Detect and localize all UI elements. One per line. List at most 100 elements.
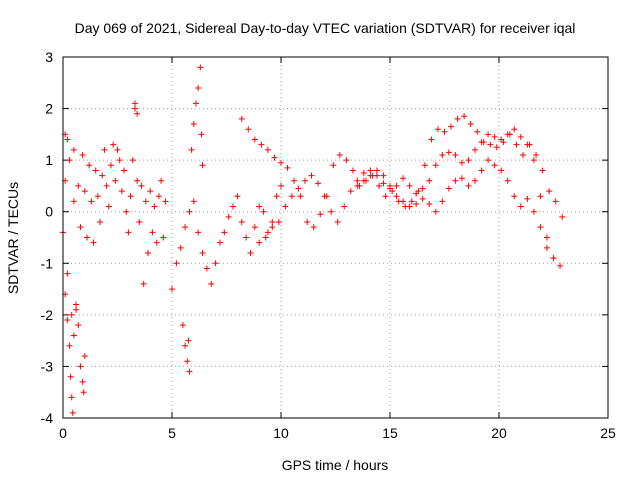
data-point	[439, 198, 446, 205]
data-point	[136, 219, 143, 226]
data-point	[70, 146, 77, 153]
data-point	[421, 162, 428, 169]
data-point	[406, 203, 413, 210]
data-point	[336, 151, 343, 158]
data-point	[116, 157, 123, 164]
data-point	[190, 198, 197, 205]
data-point	[485, 157, 492, 164]
data-point	[543, 244, 550, 251]
data-point	[373, 172, 380, 179]
data-point	[169, 286, 175, 293]
data-point	[134, 110, 141, 117]
data-point	[400, 198, 407, 205]
data-point	[461, 113, 468, 120]
data-point	[251, 224, 258, 231]
data-point	[256, 203, 263, 210]
data-point	[127, 193, 134, 200]
data-point	[131, 100, 138, 107]
data-point	[533, 151, 540, 158]
y-axis-label: SDTVAR / TECUs	[5, 182, 21, 294]
data-point	[134, 177, 141, 184]
x-tick-label: 25	[600, 425, 616, 441]
data-point	[465, 182, 472, 189]
data-point	[328, 208, 335, 215]
data-point	[511, 193, 518, 200]
data-point	[208, 280, 215, 287]
data-point	[75, 322, 82, 329]
data-point	[373, 167, 380, 174]
data-point	[347, 188, 354, 195]
data-point	[367, 167, 374, 174]
data-point	[439, 151, 446, 158]
data-point	[151, 203, 158, 210]
data-point	[138, 182, 145, 189]
data-point	[238, 115, 245, 122]
y-tick-label: -3	[41, 358, 54, 374]
data-point	[458, 159, 465, 166]
data-point	[321, 193, 328, 200]
data-point	[264, 229, 271, 236]
data-point	[103, 182, 110, 189]
data-point	[97, 219, 104, 226]
data-point	[330, 162, 337, 169]
grid	[63, 57, 608, 418]
data-point	[118, 188, 125, 195]
data-point	[445, 185, 452, 192]
data-point	[310, 224, 317, 231]
data-point	[504, 131, 511, 138]
data-point	[432, 208, 439, 215]
data-point	[478, 139, 485, 146]
data-point	[524, 141, 531, 148]
data-point	[367, 172, 374, 179]
data-point	[140, 280, 147, 287]
data-point	[66, 342, 73, 349]
data-point	[382, 193, 389, 200]
data-point	[493, 144, 500, 151]
data-point	[291, 177, 298, 184]
data-point	[251, 136, 258, 143]
data-point	[67, 373, 74, 380]
data-point	[190, 121, 197, 128]
y-tick-label: -1	[41, 255, 54, 271]
data-point	[70, 198, 77, 205]
data-point	[269, 224, 276, 231]
y-tick-label: 1	[45, 152, 53, 168]
data-point	[77, 224, 84, 231]
data-point	[221, 229, 228, 236]
data-point	[112, 177, 119, 184]
data-point	[354, 177, 361, 184]
x-tick-label: 10	[273, 425, 289, 441]
data-point	[537, 224, 544, 231]
data-point	[419, 185, 426, 192]
data-point	[543, 234, 550, 241]
data-point	[216, 239, 223, 246]
data-point	[413, 200, 420, 207]
data-point	[110, 141, 117, 148]
data-point	[465, 157, 472, 164]
data-point	[192, 100, 199, 107]
series-mid-spike	[179, 64, 206, 375]
data-point	[301, 177, 308, 184]
data-point	[485, 131, 492, 138]
data-point	[101, 146, 108, 153]
data-point	[114, 146, 121, 153]
series-mid-cluster	[169, 182, 284, 293]
data-point	[354, 182, 361, 189]
data-point	[491, 162, 498, 169]
data-point	[269, 219, 276, 226]
data-point	[550, 255, 557, 262]
data-point	[185, 337, 192, 344]
data-point	[452, 151, 459, 158]
data-point	[64, 317, 71, 324]
series-right-arc	[354, 157, 557, 262]
data-point	[452, 177, 459, 184]
data-point	[94, 193, 101, 200]
data-point	[149, 229, 156, 236]
y-tick-label: 0	[45, 204, 53, 220]
data-point	[80, 389, 87, 396]
data-point	[380, 172, 387, 179]
data-point	[125, 229, 132, 236]
data-point	[498, 167, 505, 174]
data-point	[245, 126, 252, 133]
